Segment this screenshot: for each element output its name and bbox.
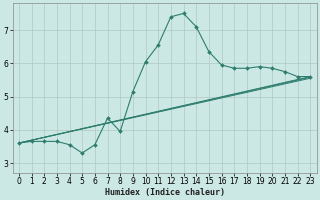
X-axis label: Humidex (Indice chaleur): Humidex (Indice chaleur) bbox=[105, 188, 225, 197]
